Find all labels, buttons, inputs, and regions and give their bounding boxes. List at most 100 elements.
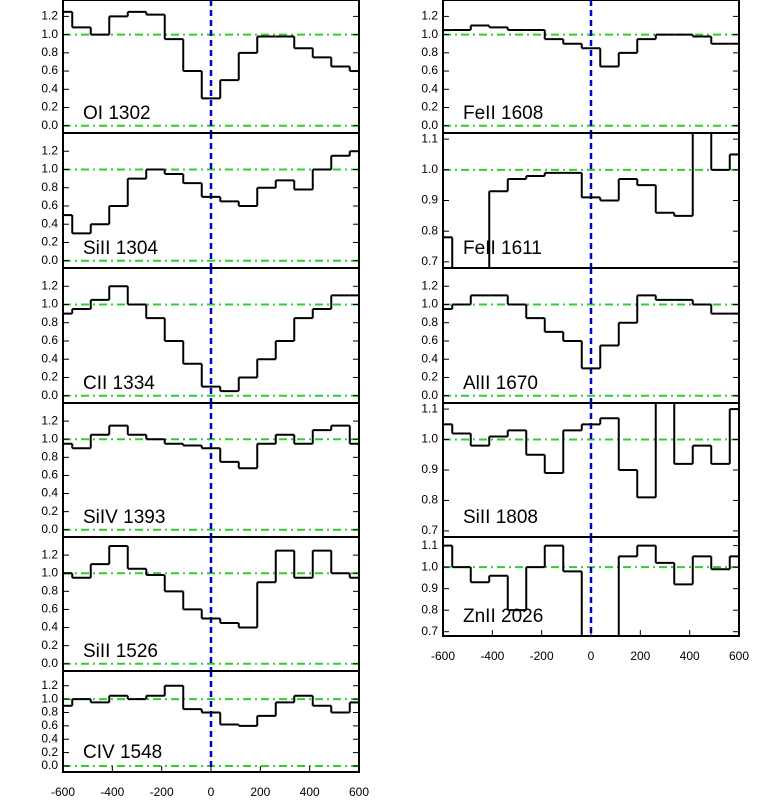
y-tick-label: 0.0 — [41, 656, 58, 670]
y-tick-label: 1.2 — [421, 9, 438, 23]
panel: 0.0 0.2 0.4 0.6 0.8 1.0 1.2 CII 1334 — [41, 267, 360, 404]
y-tick-label: 0.0 — [41, 388, 58, 402]
x-tick-label: 0 — [208, 785, 215, 799]
panel: 0.00.20.40.60.81.01.2 -600 -400 -200 0 200 400… — [41, 670, 369, 799]
y-tick-label: 0.4 — [421, 351, 438, 365]
y-tick-label: 0.4 — [41, 486, 58, 500]
panel-label: CII 1334 — [83, 373, 155, 394]
y-tick-label: 0.8 — [421, 602, 438, 616]
y-tick-label: 1.2 — [41, 278, 58, 292]
panel: 0.0 0.2 0.4 0.6 0.8 1.0 1.2 SiII 1304 — [41, 132, 360, 269]
x-tick-label: 200 — [250, 785, 270, 799]
panel: 0.0 0.2 0.4 0.6 0.8 1.0 1.2 SiII 1526 — [41, 536, 360, 672]
y-tick-label: 0.8 — [421, 493, 438, 507]
y-tick-label: 0.0 — [421, 118, 438, 132]
y-tick-label: 1.0 — [41, 297, 58, 311]
y-tick-label: 1.2 — [421, 278, 438, 292]
y-tick-label: 1.1 — [421, 131, 438, 145]
y-tick-label: 0.2 — [41, 745, 58, 759]
panel: 0.0 0.2 0.4 0.6 0.8 1.0 1.2 FeII 1608 — [421, 0, 740, 134]
y-tick-label: 1.0 — [41, 162, 58, 176]
y-tick-label: 0.2 — [41, 504, 58, 518]
y-tick-label: 0.4 — [41, 216, 58, 230]
x-tick-label: -400 — [100, 785, 124, 799]
y-tick-label: 1.0 — [421, 27, 438, 41]
y-tick-label: 0.2 — [421, 100, 438, 114]
panel: 0.7 0.8 0.9 1.0 1.1 SiII 1808 — [421, 401, 740, 538]
panel-label: FeII 1608 — [463, 103, 543, 124]
y-tick-label: 1.0 — [41, 565, 58, 579]
y-tick-label: 0.6 — [41, 63, 58, 77]
spectrum — [63, 10, 359, 100]
panel: 0.0 0.2 0.4 0.6 0.8 1.0 1.2 AlII 1670 — [421, 267, 740, 404]
x-tick-label: -200 — [530, 649, 554, 663]
y-tick-label: 0.2 — [41, 100, 58, 114]
y-tick-label: 0.6 — [41, 718, 58, 732]
y-tick-label: 0.8 — [41, 45, 58, 59]
spectrum — [63, 424, 359, 470]
panel-label: FeII 1611 — [463, 238, 542, 259]
y-tick-label: 1.0 — [41, 691, 58, 705]
y-tick-label: 0.4 — [41, 620, 58, 634]
x-tick-label: 0 — [588, 649, 595, 663]
y-tick-label: 0.8 — [41, 705, 58, 719]
y-tick-label: 0.8 — [421, 223, 438, 237]
y-tick-label: 1.0 — [421, 432, 438, 446]
y-tick-label: 0.6 — [421, 333, 438, 347]
y-tick-label: 1.2 — [41, 678, 58, 692]
y-tick-label: 1.2 — [41, 547, 58, 561]
y-tick-label: 0.0 — [41, 522, 58, 536]
y-tick-label: 0.4 — [421, 81, 438, 95]
panel: 0.7 0.8 0.9 1.0 1.1 -600 -400 -200 0 200 400 600 ZnI… — [421, 536, 749, 663]
y-tick-label: 0.2 — [41, 638, 58, 652]
x-tick-label: 400 — [680, 649, 700, 663]
spectrum — [443, 544, 739, 636]
y-tick-label: 0.8 — [421, 315, 438, 329]
x-tick-label: 200 — [630, 649, 650, 663]
y-tick-label: 0.7 — [421, 254, 438, 268]
panel: 0.0 0.2 0.4 0.6 0.8 1.0 1.2 SiIV 1393 — [41, 402, 360, 538]
y-tick-label: 1.2 — [41, 413, 58, 427]
y-tick-label: 1.1 — [421, 538, 438, 552]
x-tick-label: -600 — [51, 785, 75, 799]
x-tick-label: 400 — [300, 785, 320, 799]
x-tick-label: -200 — [150, 785, 174, 799]
y-tick-label: 1.2 — [41, 9, 58, 23]
spectrum — [63, 285, 359, 393]
y-tick-label: 0.6 — [421, 63, 438, 77]
y-tick-label: 0.6 — [41, 468, 58, 482]
y-tick-label: 0.8 — [41, 180, 58, 194]
panel-label: SiII 1304 — [83, 238, 158, 259]
x-tick-label: 600 — [349, 785, 369, 799]
y-tick-label: 0.9 — [421, 462, 438, 476]
x-tick-label: -600 — [431, 649, 455, 663]
panel-label: CIV 1548 — [83, 742, 162, 763]
y-tick-label: 0.8 — [41, 449, 58, 463]
panel-label: AlII 1670 — [463, 373, 538, 394]
panel-label: SiII 1526 — [83, 641, 158, 662]
y-tick-label: 0.8 — [421, 45, 438, 59]
y-tick-label: 0.2 — [421, 370, 438, 384]
y-tick-label: 0.4 — [41, 731, 58, 745]
spectrum — [443, 133, 739, 268]
y-tick-label: 0.2 — [41, 370, 58, 384]
x-tick-label: 600 — [729, 649, 749, 663]
y-tick-label: 0.6 — [41, 333, 58, 347]
y-tick-label: 0.4 — [41, 81, 58, 95]
y-tick-label: 0.2 — [41, 235, 58, 249]
y-tick-label: 0.7 — [421, 624, 438, 638]
spectrum — [443, 294, 739, 370]
y-tick-label: 1.0 — [421, 162, 438, 176]
spectrum — [63, 684, 359, 727]
y-tick-label: 1.0 — [41, 431, 58, 445]
y-tick-label: 0.0 — [41, 118, 58, 132]
y-tick-label: 1.2 — [41, 143, 58, 157]
y-tick-label: 0.8 — [41, 315, 58, 329]
spectrum — [443, 24, 739, 68]
y-tick-label: 0.0 — [41, 253, 58, 267]
panel-label: SiII 1808 — [463, 507, 538, 528]
panel-label: SiIV 1393 — [83, 507, 165, 528]
y-tick-label: 0.0 — [421, 388, 438, 402]
